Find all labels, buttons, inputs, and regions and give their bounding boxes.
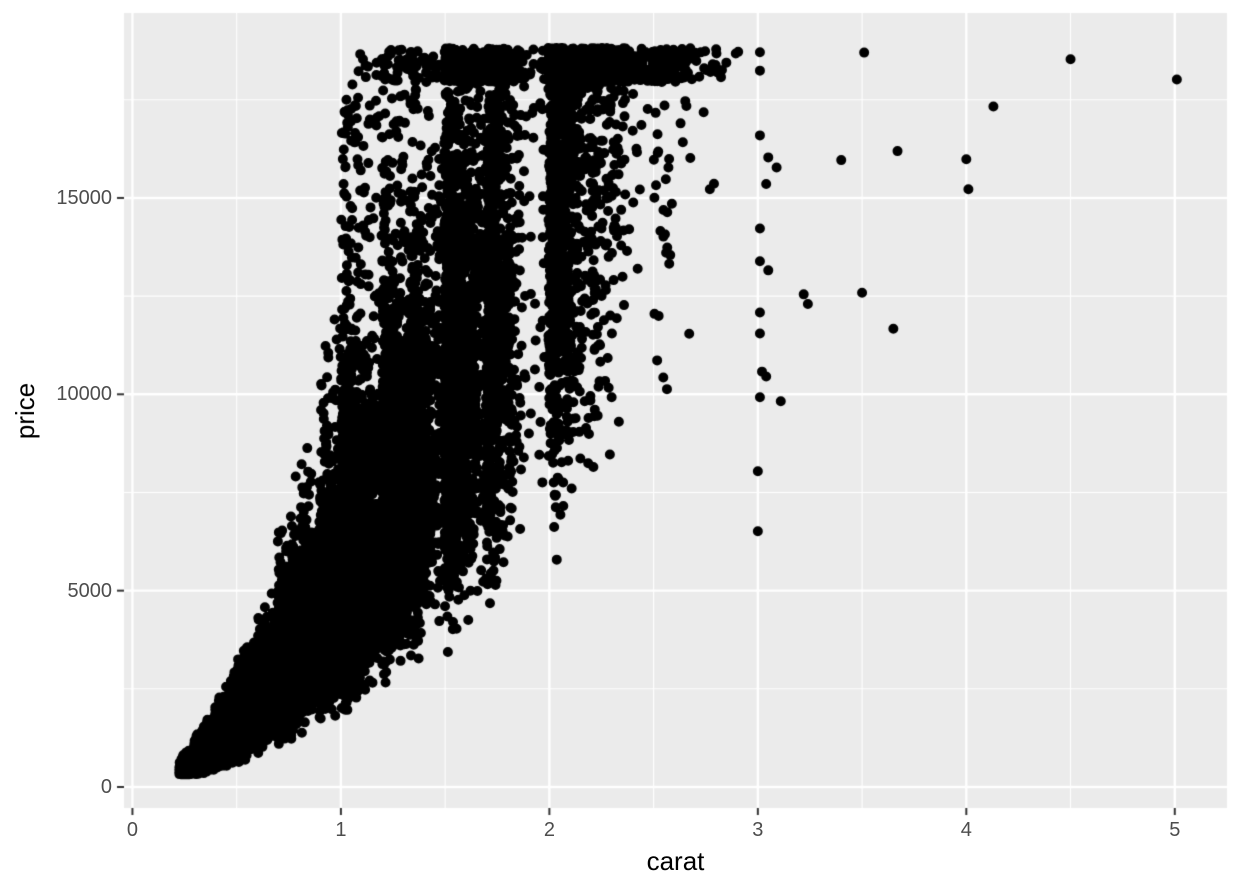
x-tick-label: 3 [752, 819, 764, 841]
y-tick-label: 5000 [67, 579, 113, 602]
x-tick-label: 5 [1169, 819, 1181, 841]
x-tick-label: 1 [335, 819, 347, 841]
y-tick-label: 15000 [56, 186, 112, 209]
x-tick-label: 2 [543, 819, 555, 841]
x-axis-title: carat [646, 846, 705, 876]
y-tick-label: 10000 [56, 383, 112, 406]
x-tick-label: 0 [126, 819, 138, 841]
y-tick-label: 0 [100, 775, 112, 798]
y-axis-title: price [10, 382, 40, 439]
x-tick-label: 4 [960, 819, 972, 841]
